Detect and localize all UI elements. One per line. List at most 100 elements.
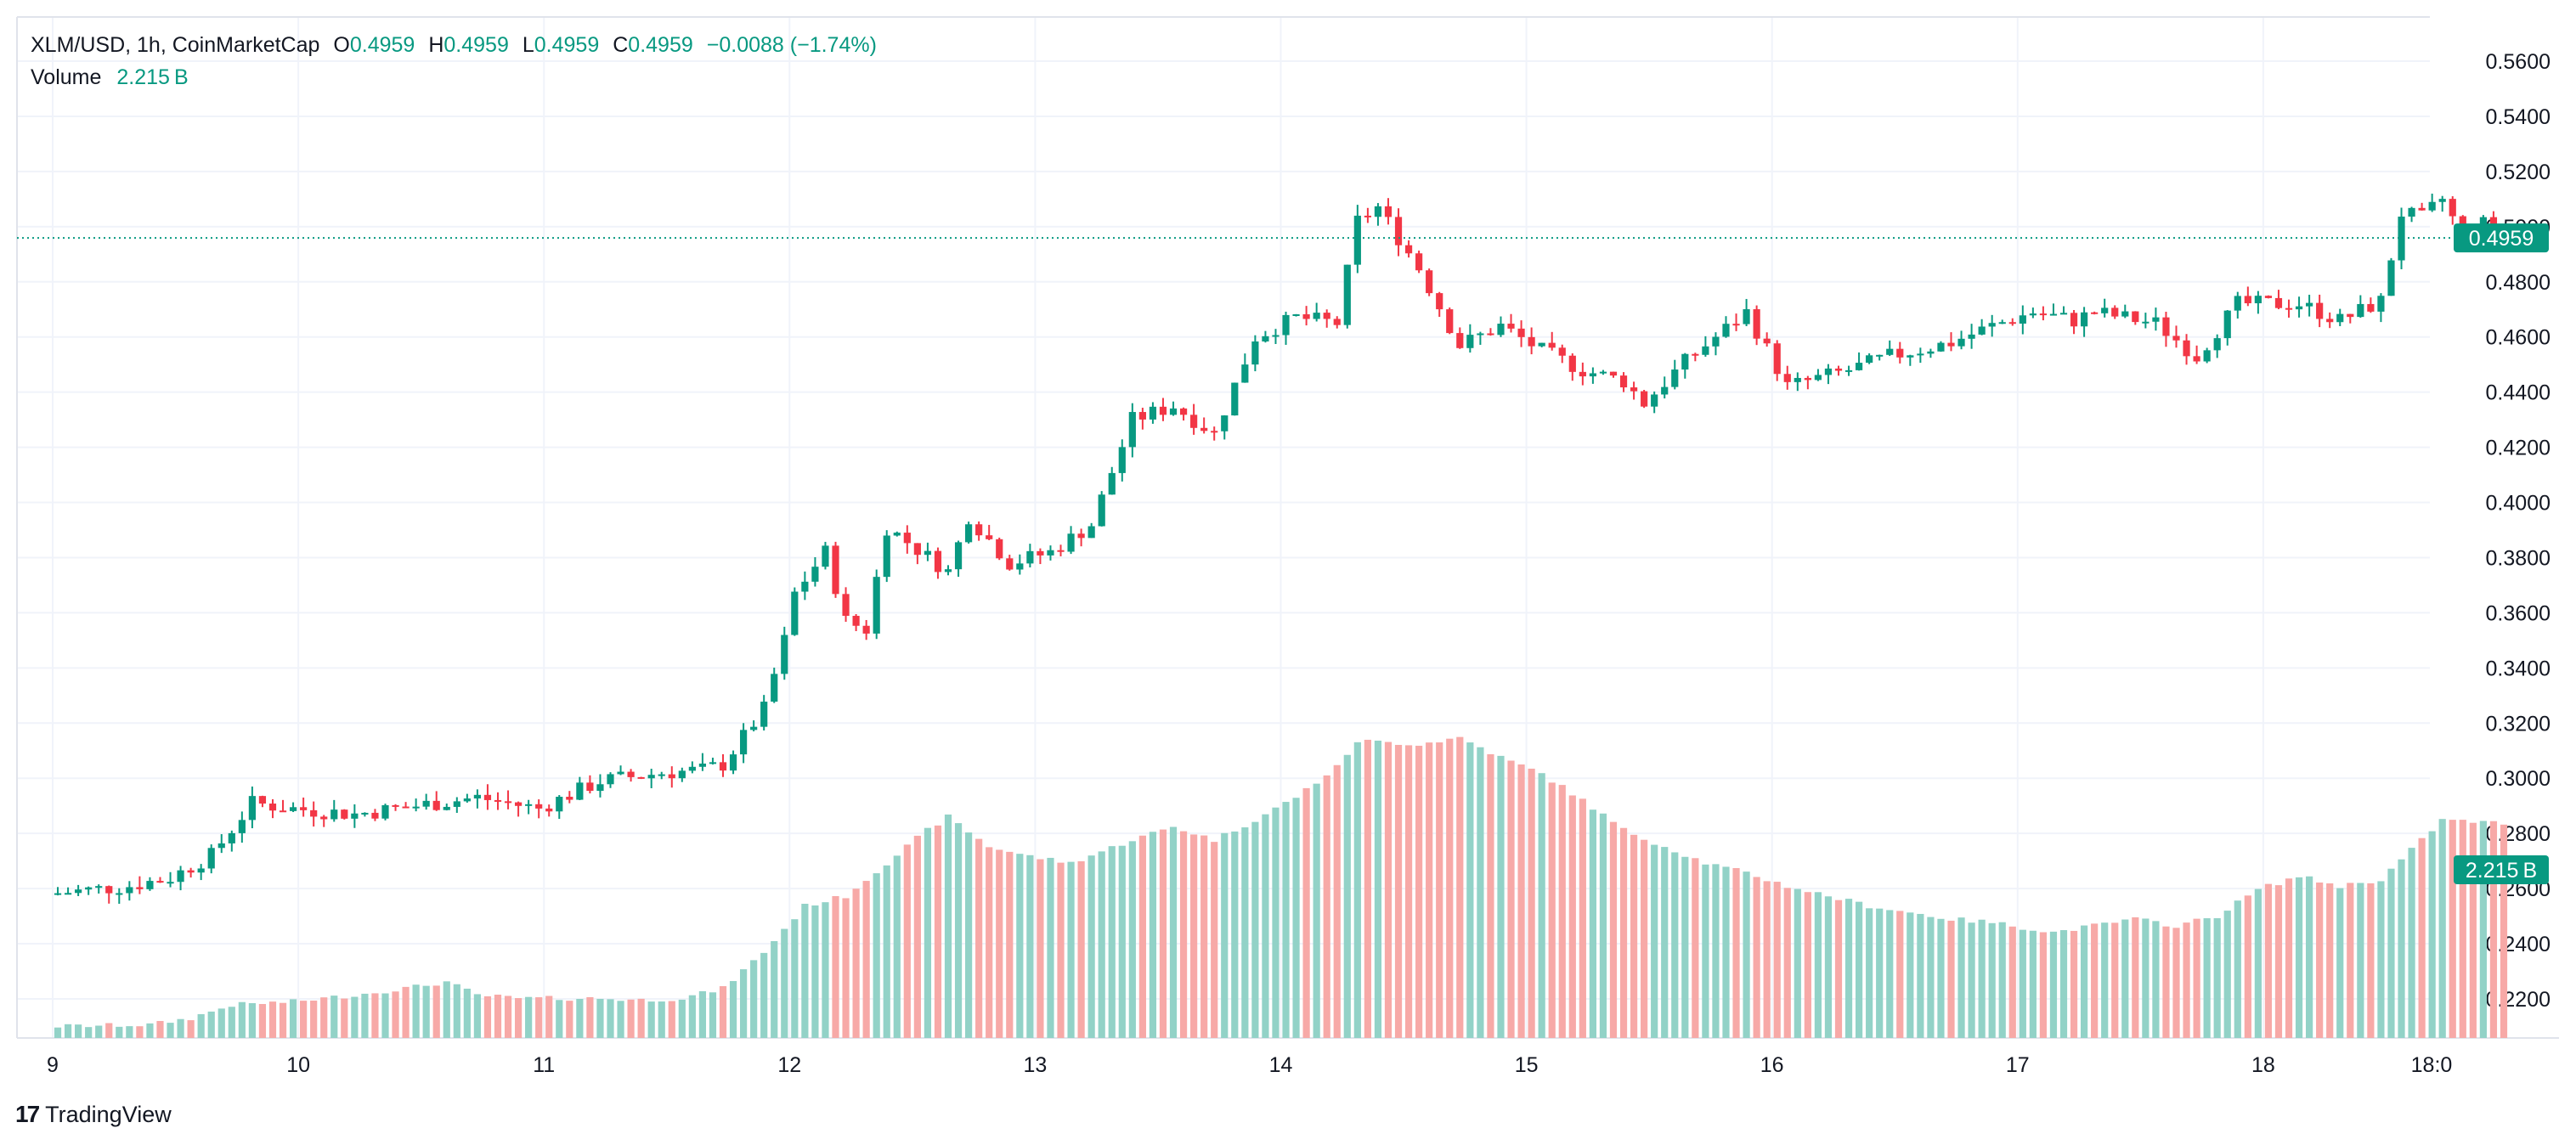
volume-bar xyxy=(1404,745,1413,1038)
volume-bar xyxy=(842,898,850,1038)
volume-bar xyxy=(402,986,410,1038)
volume-bar xyxy=(2244,895,2251,1038)
candle-body xyxy=(2029,313,2037,316)
candle-body xyxy=(1384,206,1393,217)
candle-body xyxy=(2111,307,2119,317)
volume-bar xyxy=(1282,802,1290,1038)
volume-label: Volume xyxy=(31,65,102,89)
volume-bar xyxy=(2183,922,2190,1038)
volume-bar xyxy=(1855,901,1863,1038)
volume-bar xyxy=(146,1023,154,1038)
volume-bar xyxy=(771,940,778,1038)
candle-body xyxy=(2285,307,2293,310)
volume-bar xyxy=(781,928,788,1038)
candle-body xyxy=(422,800,430,807)
candle-body xyxy=(2049,313,2058,316)
candle-body xyxy=(698,763,707,767)
volume-bar xyxy=(1446,738,1454,1038)
candle-body xyxy=(514,802,523,806)
volume-bar xyxy=(1272,807,1280,1038)
candle-body xyxy=(913,543,921,556)
candle-body xyxy=(719,762,727,771)
candle-body xyxy=(637,776,645,779)
candle-body xyxy=(2172,336,2180,341)
x-tick-label: 15 xyxy=(1515,1053,1539,1077)
candle-body xyxy=(1957,338,1965,347)
candle-body xyxy=(1722,324,1730,337)
volume-bar xyxy=(504,996,512,1038)
volume-bar xyxy=(1466,742,1474,1038)
candle-body xyxy=(1231,382,1239,416)
candle-body xyxy=(566,797,573,800)
candle-body xyxy=(1477,333,1484,336)
tradingview-brand[interactable]: 17 TradingView xyxy=(15,1101,172,1128)
volume-bar xyxy=(1671,852,1679,1038)
volume-bar xyxy=(1241,827,1249,1038)
candle-body xyxy=(1446,309,1454,334)
volume-bar xyxy=(996,849,1003,1038)
candle-body xyxy=(268,804,277,811)
volume-badge xyxy=(2454,855,2549,884)
candle-body xyxy=(2438,199,2446,202)
volume-bar xyxy=(177,1018,184,1038)
volume-bar xyxy=(1384,742,1393,1038)
volume-bar xyxy=(351,996,359,1038)
volume-bar xyxy=(1763,881,1771,1038)
volume-bar xyxy=(944,814,952,1038)
candle-body xyxy=(2377,296,2385,312)
candle-body xyxy=(576,782,584,800)
volume-bar xyxy=(2008,926,2016,1038)
volume-bar xyxy=(483,996,492,1038)
y-tick-label: 0.4200 xyxy=(2486,437,2551,460)
candle-body xyxy=(2183,340,2190,357)
volume-bar xyxy=(1978,919,1986,1038)
candle-body xyxy=(330,809,338,820)
volume-bar xyxy=(463,988,471,1038)
volume-bar xyxy=(965,832,973,1038)
volume-bar xyxy=(1844,899,1853,1038)
close-value: 0.4959 xyxy=(628,33,693,57)
candle-body xyxy=(1333,319,1341,325)
volume-bar xyxy=(2398,859,2405,1038)
candle-body xyxy=(2223,310,2231,339)
candle-body xyxy=(1753,309,1760,339)
candle-body xyxy=(483,794,492,800)
volume-bar xyxy=(1426,742,1433,1038)
volume-bar xyxy=(832,895,839,1038)
volume-bar xyxy=(637,998,645,1038)
candle-body xyxy=(832,545,839,595)
candle-body xyxy=(1169,408,1178,415)
candle-body xyxy=(1978,326,1986,335)
x-tick-label: 9 xyxy=(47,1053,59,1077)
volume-bar xyxy=(1190,834,1198,1038)
candle-body xyxy=(729,754,737,771)
candle-body xyxy=(2142,321,2149,324)
candle-body xyxy=(156,881,164,883)
volume-bar xyxy=(187,1020,195,1038)
candle-body xyxy=(1558,347,1566,356)
candle-body xyxy=(289,807,297,811)
volume-bar xyxy=(258,1004,267,1038)
volume-bar xyxy=(1599,813,1607,1038)
volume-bar xyxy=(525,996,533,1038)
candle-body xyxy=(965,524,973,543)
volume-bar xyxy=(1937,918,1945,1038)
candle-body xyxy=(1968,334,1975,339)
volume-bar xyxy=(156,1021,164,1038)
candle-body xyxy=(1783,374,1791,382)
candle-body xyxy=(1241,364,1249,383)
volume-bar xyxy=(1047,857,1054,1038)
candle-body xyxy=(1702,346,1709,355)
volume-bar xyxy=(228,1007,235,1038)
volume-bar xyxy=(1568,795,1576,1038)
volume-bar xyxy=(412,984,420,1038)
candle-body xyxy=(443,806,450,810)
candle-body xyxy=(351,813,359,819)
candle-body xyxy=(771,674,778,702)
candle-body xyxy=(1272,335,1280,337)
candle-body xyxy=(2326,319,2334,323)
volume-bar xyxy=(883,865,890,1038)
candle-body xyxy=(596,784,604,792)
volume-bar xyxy=(268,1001,277,1038)
candle-body xyxy=(791,591,799,635)
